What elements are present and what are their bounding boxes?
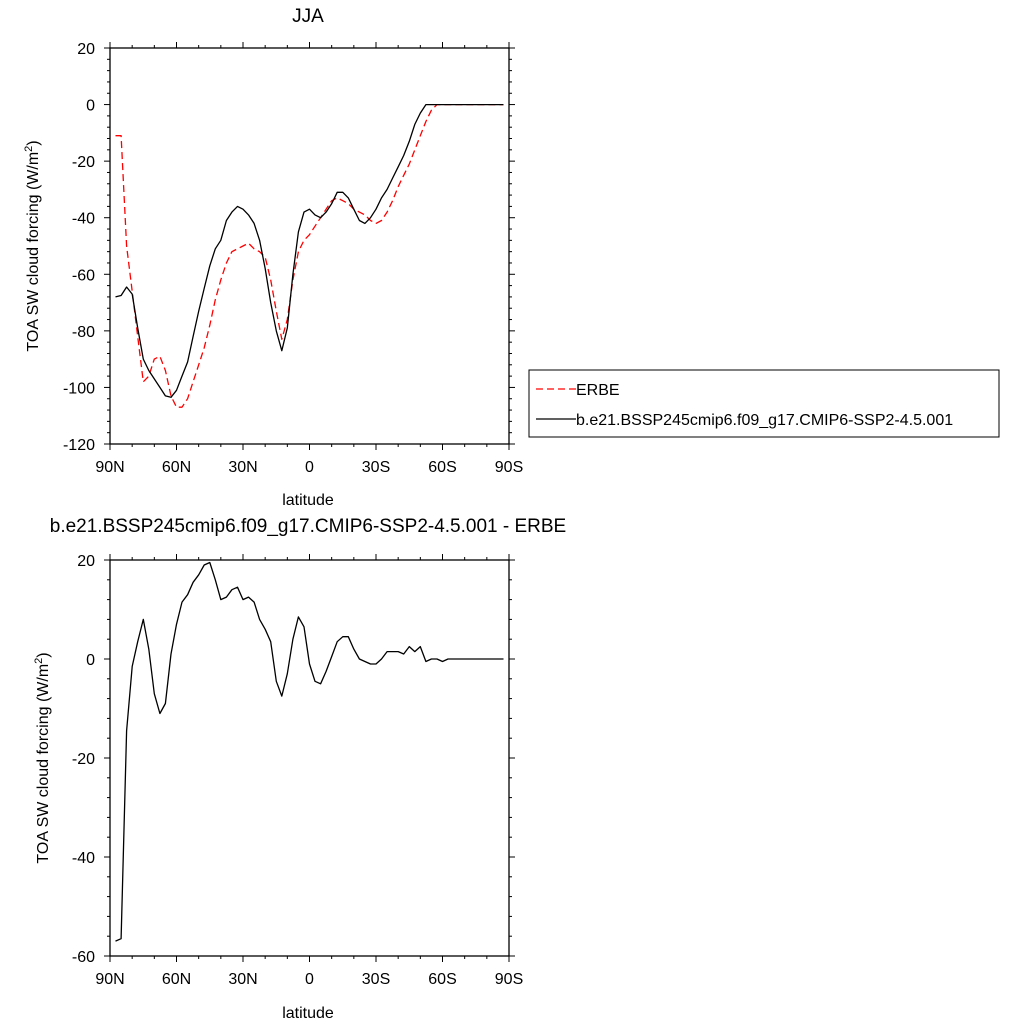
top-chart: JJA 90N 60N 30N 0 30S 60S 90S -120 -100 -80 -60 -40… bbox=[23, 6, 1000, 509]
legend-model-label: b.e21.BSSP245cmip6.f09_g17.CMIP6-SSP2-4.… bbox=[576, 412, 953, 429]
difference-series-line bbox=[115, 561, 504, 942]
y-tick-label: -40 bbox=[72, 211, 95, 228]
top-ticks: 90N 60N 30N 0 30S 60S 90S -120 -100 -80 -60 -40 -20 0… bbox=[63, 41, 523, 476]
top-chart-title: JJA bbox=[292, 6, 324, 27]
y-tick-label: -100 bbox=[63, 380, 95, 397]
x-tick-label: 60N bbox=[162, 459, 191, 476]
y-tick-label: 0 bbox=[86, 652, 95, 669]
bottom-series bbox=[115, 561, 504, 942]
y-tick-label: -60 bbox=[72, 267, 95, 284]
x-tick-label: 30S bbox=[362, 459, 390, 476]
x-tick-label: 60N bbox=[162, 971, 191, 988]
y-tick-label: -20 bbox=[72, 751, 95, 768]
y-tick-label: -120 bbox=[63, 437, 95, 454]
top-plot-frame bbox=[109, 47, 510, 445]
x-tick-label: 30N bbox=[228, 459, 257, 476]
bottom-y-axis-label: TOA SW cloud forcing (W/m2) bbox=[33, 652, 52, 863]
legend: ERBE b.e21.BSSP245cmip6.f09_g17.CMIP6-SS… bbox=[528, 369, 1000, 438]
top-x-axis-label: latitude bbox=[282, 492, 334, 509]
x-tick-label: 90S bbox=[495, 971, 523, 988]
y-tick-label: -80 bbox=[72, 324, 95, 341]
x-tick-label: 0 bbox=[305, 459, 314, 476]
x-tick-label: 0 bbox=[305, 971, 314, 988]
x-tick-label: 90N bbox=[95, 459, 124, 476]
y-tick-label: -60 bbox=[72, 949, 95, 966]
bottom-chart-title: b.e21.BSSP245cmip6.f09_g17.CMIP6-SSP2-4.… bbox=[50, 516, 566, 537]
bottom-plot-frame bbox=[109, 559, 510, 957]
bottom-chart: b.e21.BSSP245cmip6.f09_g17.CMIP6-SSP2-4.… bbox=[33, 516, 566, 1022]
x-tick-label: 90S bbox=[495, 459, 523, 476]
legend-box bbox=[528, 369, 1000, 438]
x-tick-label: 30N bbox=[228, 971, 257, 988]
erbe-series-line bbox=[115, 103, 504, 408]
legend-erbe-label: ERBE bbox=[576, 382, 620, 399]
y-tick-label: 0 bbox=[86, 98, 95, 115]
bottom-ticks: 90N 60N 30N 0 30S 60S 90S -60 -40 -20 0 20 bbox=[72, 553, 523, 988]
y-tick-label: -40 bbox=[72, 850, 95, 867]
x-tick-label: 30S bbox=[362, 971, 390, 988]
top-series bbox=[115, 103, 504, 408]
x-tick-label: 90N bbox=[95, 971, 124, 988]
y-tick-label: 20 bbox=[77, 553, 95, 570]
x-tick-label: 60S bbox=[428, 971, 456, 988]
bottom-x-axis-label: latitude bbox=[282, 1005, 334, 1022]
top-y-axis-label: TOA SW cloud forcing (W/m2) bbox=[23, 140, 42, 351]
model-series-line bbox=[115, 103, 504, 398]
x-tick-label: 60S bbox=[428, 459, 456, 476]
y-tick-label: 20 bbox=[77, 41, 95, 58]
y-tick-label: -20 bbox=[72, 154, 95, 171]
